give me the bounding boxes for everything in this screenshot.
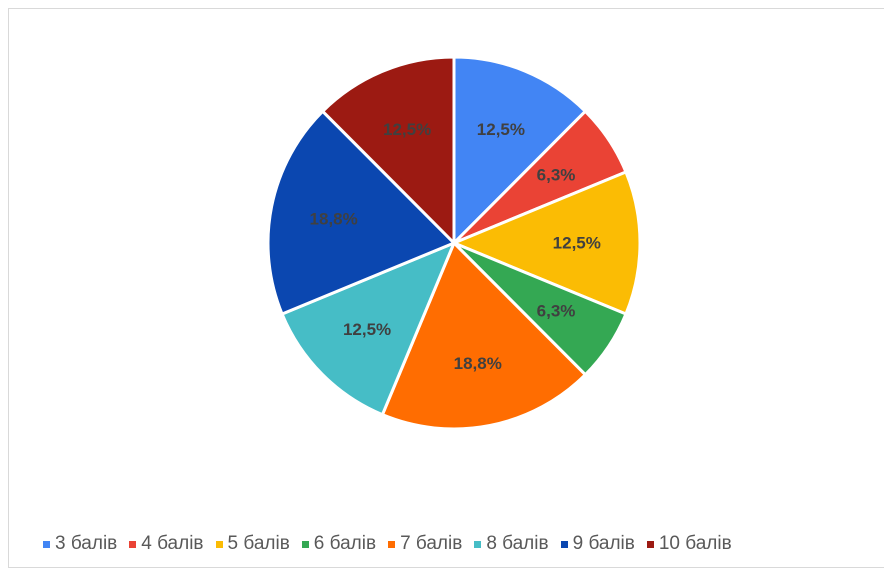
data-label-7: 18,8%	[310, 209, 358, 228]
data-label-4: 6,3%	[537, 302, 576, 321]
pie-slice-1	[452, 55, 587, 245]
chart-legend: 3 балів 4 балів 5 балів 6 балів 7 балів 8 бал…	[43, 533, 744, 555]
legend-label-3: 5 балів	[227, 533, 290, 554]
pie-slice-6	[280, 241, 456, 417]
legend-item-1: 3 балів	[43, 533, 117, 555]
pie-chart: 12,5% 6,3% 12,5% 6,3% 18,8% 12,5% 18,8% 12,5%	[266, 55, 642, 431]
pie-data-labels: 12,5% 6,3% 12,5% 6,3% 18,8% 12,5% 18,8% 12,5%	[310, 120, 601, 373]
legend-label-6: 8 балів	[486, 533, 549, 554]
chart-frame: 12,5% 6,3% 12,5% 6,3% 18,8% 12,5% 18,8% 12,5% 3…	[8, 8, 884, 568]
legend-swatch-3	[215, 540, 223, 548]
data-label-2: 6,3%	[537, 165, 576, 184]
pie-slice-3	[452, 170, 642, 316]
data-label-3: 12,5%	[553, 234, 601, 253]
legend-label-2: 4 балів	[141, 533, 204, 554]
legend-label-5: 7 балів	[400, 533, 463, 554]
legend-swatch-2	[129, 540, 137, 548]
legend-item-2: 4 балів	[129, 533, 204, 555]
legend-label-4: 6 балів	[313, 533, 377, 554]
legend-swatch-5	[388, 540, 396, 548]
legend-item-4: 6 балів	[301, 533, 377, 555]
pie-slice-8	[321, 55, 456, 245]
pie-slice-5	[380, 241, 587, 431]
data-label-1: 12,5%	[477, 120, 525, 139]
pie-slice-7	[266, 109, 456, 316]
legend-item-3: 5 балів	[215, 533, 290, 555]
data-label-6: 12,5%	[343, 320, 391, 339]
legend-item-7: 9 балів	[560, 533, 635, 555]
legend-item-8: 10 балів	[646, 533, 732, 555]
legend-swatch-7	[560, 540, 568, 548]
legend-swatch-8	[646, 540, 654, 548]
legend-item-6: 8 балів	[474, 533, 549, 555]
legend-label-8: 10 балів	[658, 533, 732, 554]
legend-swatch-4	[301, 540, 309, 548]
legend-label-1: 3 балів	[55, 533, 118, 554]
data-label-5: 18,8%	[454, 354, 502, 373]
legend-swatch-6	[474, 540, 482, 548]
legend-label-7: 9 балів	[572, 533, 635, 554]
legend-item-5: 7 балів	[388, 533, 462, 555]
data-label-8: 12,5%	[383, 120, 431, 139]
pie-slices	[266, 55, 642, 431]
legend-swatch-1	[43, 540, 50, 548]
